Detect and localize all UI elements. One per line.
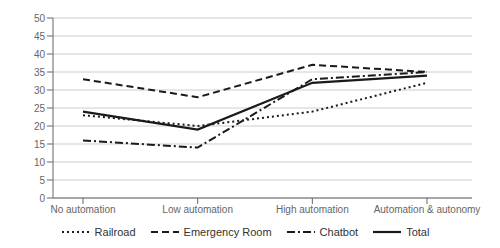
svg-text:10: 10 xyxy=(34,157,46,168)
svg-text:35: 35 xyxy=(34,67,46,78)
svg-text:High automation: High automation xyxy=(276,204,349,215)
svg-text:25: 25 xyxy=(34,103,46,114)
html-text:Railroad: Railroad xyxy=(94,226,136,238)
svg-text:30: 30 xyxy=(34,85,46,96)
html-text:Emergency Room: Emergency Room xyxy=(183,226,272,238)
svg-text:Low automation: Low automation xyxy=(162,204,233,215)
html-text:Chatbot: Chatbot xyxy=(319,226,359,238)
svg-text:50: 50 xyxy=(34,13,46,24)
svg-text:0: 0 xyxy=(39,193,45,204)
svg-text:15: 15 xyxy=(34,139,46,150)
svg-text:45: 45 xyxy=(34,31,46,42)
svg-text:5: 5 xyxy=(39,175,45,186)
svg-text:No automation: No automation xyxy=(50,204,115,215)
svg-text:Automation & autonomy: Automation & autonomy xyxy=(374,204,481,215)
svg-text:40: 40 xyxy=(34,49,46,60)
html-text:Total: Total xyxy=(406,226,430,238)
svg-text:20: 20 xyxy=(34,121,46,132)
